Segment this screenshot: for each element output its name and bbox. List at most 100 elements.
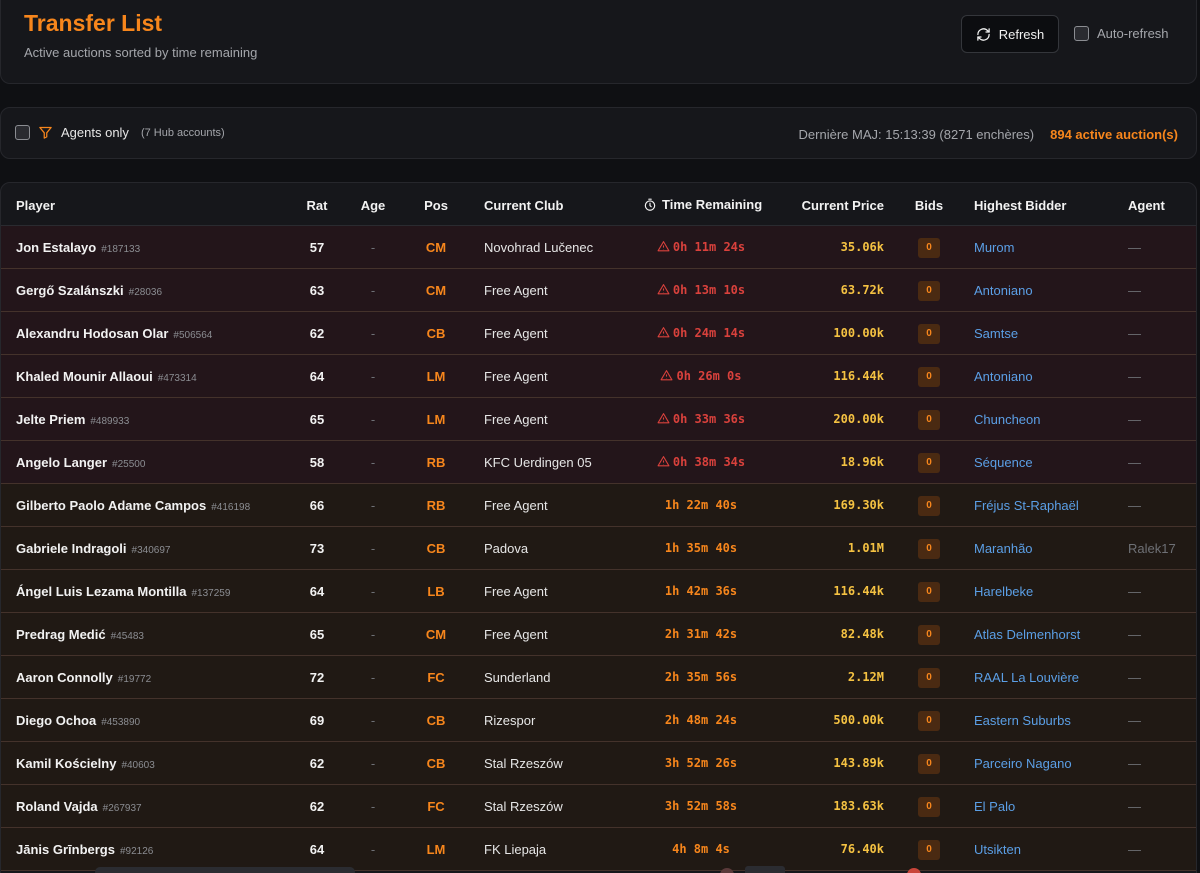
table-row[interactable]: Predrag Medić #45483 65 - CM Free Agent 2h 31m… [1,613,1196,656]
player-rating: 64 [309,584,325,599]
horizontal-scrollbar[interactable] [95,867,355,873]
highest-bidder-link[interactable]: Harelbeke [974,584,1034,599]
col-age[interactable]: Age [360,198,386,213]
time-remaining-text: 2h 48m 24s [664,713,738,727]
player-age: - [370,713,376,728]
auto-refresh-checkbox[interactable] [1074,26,1089,41]
player-age: - [370,326,376,341]
player-id: #489933 [90,416,130,427]
highest-bidder-link[interactable]: Maranhão [974,541,1033,556]
current-club: Free Agent [484,627,548,642]
table-row[interactable]: Kamil Kościelny #40603 62 - CB Stal Rzeszów 3h… [1,742,1196,785]
col-rat[interactable]: Rat [306,198,328,213]
player-name[interactable]: Kamil Kościelny #40603 [16,756,155,771]
highest-bidder-link[interactable]: Chuncheon [974,412,1041,427]
col-pos[interactable]: Pos [424,198,448,213]
table-row[interactable]: Jānis Grīnbergs #92126 64 - LM FK Liepaja 4h 8… [1,828,1196,871]
player-name[interactable]: Diego Ochoa #453890 [16,713,140,728]
player-name[interactable]: Gergő Szalánszki #28036 [16,283,162,298]
player-name[interactable]: Gilberto Paolo Adame Campos #416198 [16,498,250,513]
player-name-text: Jelte Priem [16,412,86,427]
highest-bidder-link[interactable]: El Palo [974,799,1016,814]
highest-bidder-link[interactable]: Murom [974,240,1015,255]
col-time[interactable]: Time Remaining [643,197,762,212]
player-name[interactable]: Jānis Grīnbergs #92126 [16,842,153,857]
highest-bidder-link[interactable]: Parceiro Nagano [974,756,1072,771]
player-rating: 62 [309,326,325,341]
agents-only-checkbox[interactable] [15,125,30,140]
table-row[interactable]: Alexandru Hodosan Olar #506564 62 - CB Free A… [1,312,1196,355]
table-row[interactable]: Ángel Luis Lezama Montilla #137259 64 - LB Fr… [1,570,1196,613]
status-indicator [720,868,734,873]
refresh-button[interactable]: Refresh [961,15,1059,53]
refresh-button-label: Refresh [998,26,1045,42]
time-remaining-text: 0h 11m 24s [672,240,746,254]
player-rating: 72 [309,670,325,685]
table-row[interactable]: Jon Estalayo #187133 57 - CM Novohrad Lučenec… [1,226,1196,269]
agents-only-filter[interactable]: Agents only (7 Hub accounts) [15,125,225,140]
highest-bidder-link[interactable]: Séquence [974,455,1033,470]
player-name[interactable]: Predrag Medić #45483 [16,627,144,642]
current-price: 200.00k [833,412,884,426]
col-bids[interactable]: Bids [914,198,944,213]
highest-bidder-link[interactable]: Fréjus St-Raphaël [974,498,1079,513]
col-bidder[interactable]: Highest Bidder [974,198,1067,213]
highest-bidder-link[interactable]: Atlas Delmenhorst [974,627,1081,642]
time-remaining: 1h 35m 40s [626,541,776,555]
player-id: #19772 [117,674,152,685]
player-id: #45483 [110,631,144,642]
player-name[interactable]: Ángel Luis Lezama Montilla #137259 [16,584,230,599]
time-remaining: 0h 24m 14s [626,326,776,340]
player-name[interactable]: Aaron Connolly #19772 [16,670,151,685]
table-row[interactable]: Khaled Mounir Allaoui #473314 64 - LM Free Ag… [1,355,1196,398]
col-agent[interactable]: Agent [1128,198,1165,213]
player-name[interactable]: Jelte Priem #489933 [16,412,129,427]
table-row[interactable]: Jelte Priem #489933 65 - LM Free Agent 0h 33m … [1,398,1196,441]
highest-bidder-link[interactable]: Antoniano [974,369,1033,384]
player-age: - [370,455,376,470]
player-id: #137259 [191,588,231,599]
time-remaining: 2h 35m 56s [626,670,776,684]
time-remaining-text: 4h 8m 4s [672,842,730,856]
player-rating: 62 [309,756,325,771]
player-name[interactable]: Khaled Mounir Allaoui #473314 [16,369,197,384]
player-position: CM [425,240,447,255]
current-price: 100.00k [833,326,884,340]
col-player[interactable]: Player [16,198,56,213]
table-row[interactable]: Gergő Szalánszki #28036 63 - CM Free Agent 0h … [1,269,1196,312]
highest-bidder-link[interactable]: Samtse [974,326,1019,341]
warning-icon [661,370,673,381]
table-row[interactable]: Gabriele Indragoli #340697 73 - CB Padova 1h 3… [1,527,1196,570]
player-name-text: Predrag Medić [16,627,106,642]
time-remaining-text: 0h 24m 14s [672,326,746,340]
table-row[interactable]: Aaron Connolly #19772 72 - FC Sunderland 2h 35… [1,656,1196,699]
player-name-text: Diego Ochoa [16,713,97,728]
highest-bidder-link[interactable]: Utsikten [974,842,1021,857]
player-name[interactable]: Roland Vajda #267937 [16,799,142,814]
player-name[interactable]: Angelo Langer #25500 [16,455,145,470]
table-row[interactable]: Roland Vajda #267937 62 - FC Stal Rzeszów 3h 5… [1,785,1196,828]
player-name[interactable]: Alexandru Hodosan Olar #506564 [16,326,212,341]
footer-control[interactable] [745,866,785,873]
col-price[interactable]: Current Price [801,198,884,213]
table-row[interactable]: Gilberto Paolo Adame Campos #416198 66 - RB F… [1,484,1196,527]
col-club[interactable]: Current Club [484,198,564,213]
player-name[interactable]: Jon Estalayo #187133 [16,240,140,255]
player-rating: 69 [309,713,325,728]
bids-badge: 0 [918,238,940,258]
table-row[interactable]: Diego Ochoa #453890 69 - CB Rizespor 2h 48m 24… [1,699,1196,742]
bids-badge: 0 [918,496,940,516]
player-position: CB [426,713,446,728]
player-age: - [370,842,376,857]
highest-bidder-link[interactable]: Antoniano [974,283,1033,298]
bids-badge: 0 [918,281,940,301]
player-id: #267937 [102,803,142,814]
player-name[interactable]: Gabriele Indragoli #340697 [16,541,170,556]
highest-bidder-link[interactable]: RAAL La Louvière [974,670,1080,685]
current-club: Free Agent [484,283,548,298]
alert-indicator [907,868,921,873]
highest-bidder-link[interactable]: Eastern Suburbs [974,713,1071,728]
auto-refresh-toggle[interactable]: Auto-refresh [1074,26,1169,41]
time-remaining: 0h 26m 0s [626,369,776,383]
table-row[interactable]: Angelo Langer #25500 58 - RB KFC Uerdingen 05… [1,441,1196,484]
